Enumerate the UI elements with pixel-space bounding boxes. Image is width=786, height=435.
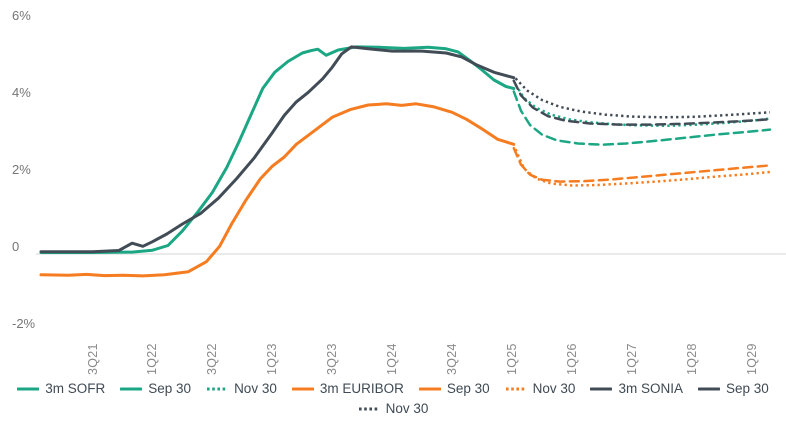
plot-area [36,45,786,278]
legend-swatch-dotted-icon [358,407,379,410]
legend-swatch-solid-icon [291,387,314,390]
legend-label: Sep 30 [446,381,490,396]
series-line-sonia [39,45,516,254]
legend-label: Nov 30 [234,381,277,396]
legend-item-euribor_nov30: Nov 30 [505,381,576,396]
x-tick-label: 1Q23 [265,343,280,375]
x-tick-label: 1Q26 [565,343,579,375]
y-tick-label: 6% [12,8,31,23]
legend-item-sofr: 3m SOFR [17,381,105,396]
legend-label: Sep 30 [725,381,769,396]
legend-label: Nov 30 [385,401,429,416]
series-line-sonia_sep30 [512,79,772,126]
y-tick-label: 4% [12,85,31,100]
chart-legend: 3m SOFR Sep 30 Nov 30 3m EURIBOR Sep 30 Nov 3… [0,381,786,416]
x-tick-label: 1Q24 [385,343,400,375]
legend-row: 3m SOFR Sep 30 Nov 30 3m EURIBOR Sep 30 Nov 3… [0,381,786,396]
series-line-euribor_sep30 [512,146,772,183]
y-tick-label: 0 [12,239,20,254]
legend-label: 3m SOFR [45,381,106,396]
legend-swatch-solid-icon [17,387,40,390]
legend-swatch-dashed-icon [120,387,143,390]
legend-label: 3m SONIA [618,381,683,396]
x-tick-label: 3Q23 [325,343,340,375]
x-tick-label: 1Q25 [505,343,519,375]
legend-row: Nov 30 [0,401,786,416]
series-line-euribor_nov30 [514,148,771,187]
x-tick-label: 3Q24 [445,343,460,375]
series-line-sonia_nov30 [514,77,771,119]
legend-swatch-dashed-icon [697,387,720,390]
x-tick-label: 3Q22 [205,343,220,375]
legend-swatch-dotted-icon [505,387,526,390]
legend-item-sonia_nov30: Nov 30 [358,401,429,416]
legend-item-euribor_sep30: Sep 30 [418,381,490,396]
legend-item-sofr_sep30: Sep 30 [120,381,191,396]
x-tick-label: 3Q21 [85,343,100,375]
legend-item-sofr_nov30: Nov 30 [206,381,277,396]
x-tick-label: 1Q28 [685,343,699,375]
y-tick-label: -2% [12,316,36,331]
x-tick-label: 1Q22 [145,343,160,375]
legend-swatch-dotted-icon [207,387,228,390]
legend-label: Sep 30 [148,381,192,396]
x-tick-label: 1Q27 [625,343,639,375]
legend-item-sonia: 3m SONIA [590,381,683,396]
series-line-sofr [39,45,516,254]
series-line-sofr_sep30 [512,90,772,146]
y-tick-label: 2% [12,162,31,177]
legend-item-sonia_sep30: Sep 30 [697,381,769,396]
legend-label: 3m EURIBOR [319,381,404,396]
legend-label: Nov 30 [532,381,576,396]
legend-swatch-dashed-icon [418,387,441,390]
series-line-euribor [39,102,516,278]
legend-swatch-solid-icon [590,387,613,390]
legend-item-euribor: 3m EURIBOR [291,381,404,396]
series-line-sofr_nov30 [514,83,771,128]
x-tick-label: 1Q29 [745,343,759,375]
